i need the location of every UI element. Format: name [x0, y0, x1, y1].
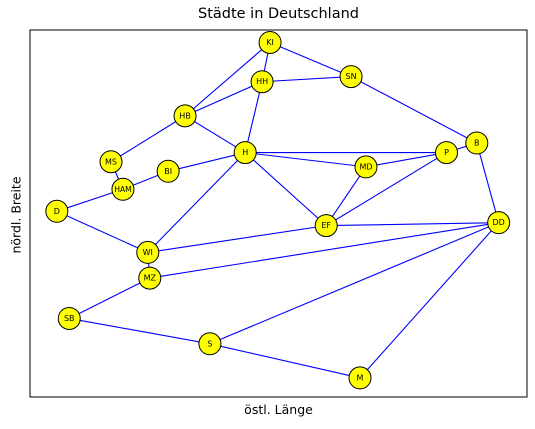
- node-marker-d: [45, 199, 69, 223]
- node-marker-md: [354, 155, 378, 179]
- node-label-d: D: [54, 207, 60, 216]
- node-hh: HH: [250, 70, 274, 94]
- node-label-hb: HB: [179, 111, 191, 120]
- node-label-h: H: [242, 148, 248, 157]
- node-marker-hh: [250, 70, 274, 94]
- node-marker-p: [434, 141, 458, 165]
- node-bi: BI: [156, 159, 180, 183]
- edge-h-wi: [147, 152, 246, 253]
- node-marker-wi: [136, 240, 160, 264]
- node-label-ef: EF: [321, 221, 331, 230]
- node-label-ki: KI: [266, 38, 274, 47]
- edge-bi-h: [168, 152, 246, 172]
- node-ef: EF: [314, 214, 338, 238]
- node-marker-ham: [111, 177, 135, 201]
- node-h: H: [233, 141, 257, 165]
- node-label-s: S: [207, 339, 212, 348]
- node-wi: WI: [136, 240, 160, 264]
- node-s: S: [198, 332, 222, 356]
- node-ms: MS: [99, 150, 123, 174]
- node-label-hh: HH: [256, 77, 268, 86]
- node-ham: HAM: [111, 177, 135, 201]
- edge-ham-d: [56, 188, 124, 212]
- node-marker-sb: [57, 306, 81, 330]
- node-md: MD: [354, 155, 378, 179]
- edge-ef-dd: [326, 222, 499, 227]
- node-label-p: P: [444, 148, 449, 157]
- node-b: B: [465, 131, 489, 155]
- node-marker-b: [465, 131, 489, 155]
- node-label-ms: MS: [105, 157, 117, 166]
- node-marker-s: [198, 332, 222, 356]
- node-marker-ef: [314, 214, 338, 238]
- node-ki: KI: [258, 30, 282, 54]
- node-label-ham: HAM: [114, 185, 131, 194]
- node-label-b: B: [474, 139, 480, 148]
- edge-hb-ms: [110, 115, 186, 163]
- node-label-bi: BI: [164, 167, 172, 176]
- edge-md-ef: [325, 166, 367, 226]
- node-hb: HB: [173, 104, 197, 128]
- edge-p-md: [365, 152, 447, 168]
- node-marker-bi: [156, 159, 180, 183]
- node-marker-m: [348, 366, 372, 390]
- y-axis-label: nördl. Breite: [8, 176, 24, 254]
- node-label-md: MD: [359, 162, 372, 171]
- node-marker-ms: [99, 150, 123, 174]
- edge-mz-dd: [149, 222, 499, 279]
- chart-title: Städte in Deutschland: [197, 6, 359, 22]
- node-marker-sn: [339, 65, 363, 89]
- edge-d-wi: [56, 210, 149, 253]
- edge-ef-wi: [147, 225, 327, 253]
- node-d: D: [45, 199, 69, 223]
- node-label-mz: MZ: [144, 274, 157, 283]
- edge-sb-s: [69, 317, 211, 345]
- edge-s-m: [209, 343, 361, 379]
- edge-b-dd: [476, 142, 500, 223]
- edge-hb-h: [184, 115, 246, 154]
- node-label-sn: SN: [346, 72, 357, 81]
- edge-hh-hb: [184, 81, 263, 117]
- node-marker-dd: [487, 211, 511, 235]
- node-label-m: M: [357, 373, 364, 382]
- edge-s-dd: [209, 222, 499, 345]
- node-marker-hb: [173, 104, 197, 128]
- edge-ki-sn: [269, 41, 352, 78]
- edge-m-dd: [359, 222, 500, 379]
- edge-ki-hb: [184, 42, 271, 117]
- x-axis-label: östl. Länge: [244, 402, 313, 417]
- edge-hh-sn: [262, 76, 352, 83]
- node-marker-ki: [258, 30, 282, 54]
- edge-hh-h: [244, 81, 263, 153]
- node-mz: MZ: [138, 266, 162, 290]
- node-label-wi: WI: [143, 248, 153, 257]
- node-marker-mz: [138, 266, 162, 290]
- edge-mz-sb: [69, 277, 151, 319]
- edge-p-ef: [325, 152, 447, 227]
- axes-frame: [29, 29, 528, 398]
- node-label-dd: DD: [493, 218, 505, 227]
- node-label-sb: SB: [64, 314, 75, 323]
- node-marker-h: [233, 141, 257, 165]
- edge-h-md: [245, 152, 367, 168]
- edge-sn-b: [350, 76, 478, 144]
- node-p: P: [434, 141, 458, 165]
- node-sn: SN: [339, 65, 363, 89]
- node-dd: DD: [487, 211, 511, 235]
- node-m: M: [348, 366, 372, 390]
- node-sb: SB: [57, 306, 81, 330]
- edge-h-ef: [244, 152, 327, 227]
